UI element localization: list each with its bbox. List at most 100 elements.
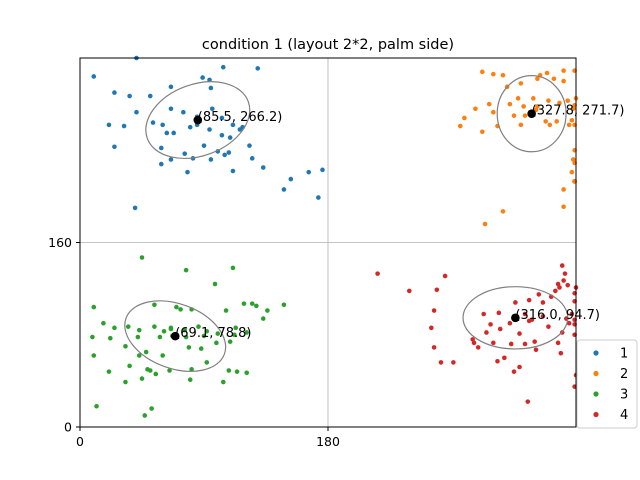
data-point <box>320 167 325 173</box>
data-point <box>207 127 212 132</box>
cluster-ellipse-3 <box>124 300 227 372</box>
data-point <box>152 324 157 329</box>
data-point <box>561 78 566 84</box>
data-point <box>164 130 170 136</box>
data-point <box>168 106 174 112</box>
data-point <box>442 273 448 279</box>
data-point <box>540 314 546 319</box>
data-point <box>513 300 518 305</box>
data-point <box>475 345 481 350</box>
data-point <box>536 292 542 297</box>
data-point <box>486 101 492 107</box>
data-point <box>232 332 237 338</box>
data-point <box>480 69 485 75</box>
data-point <box>434 287 440 293</box>
data-point <box>558 350 564 356</box>
data-point <box>168 157 174 162</box>
data-point <box>219 115 225 121</box>
data-point <box>106 369 112 374</box>
data-point <box>171 130 176 136</box>
data-point <box>546 324 551 329</box>
data-point <box>260 316 266 321</box>
data-point <box>507 101 513 107</box>
data-point <box>168 84 174 90</box>
cluster-ellipse-1 <box>145 81 251 159</box>
legend-marker-2 <box>593 370 599 377</box>
data-point <box>288 176 294 182</box>
data-point <box>233 325 238 331</box>
data-point <box>174 304 179 310</box>
data-point <box>208 85 214 91</box>
series-1 <box>91 55 325 211</box>
data-point <box>153 371 159 377</box>
data-point <box>306 169 312 175</box>
data-point <box>562 271 568 276</box>
data-point <box>112 90 117 95</box>
data-point <box>508 341 514 347</box>
data-point <box>212 281 218 287</box>
legend: 1 2 3 4 <box>576 339 638 429</box>
data-point <box>112 325 117 331</box>
legend-label-2: 2 <box>620 367 628 382</box>
data-point <box>226 368 232 373</box>
data-point <box>553 288 558 294</box>
data-point <box>234 369 240 374</box>
data-point <box>186 345 192 350</box>
data-point <box>222 152 227 158</box>
data-point <box>497 326 503 332</box>
centroid-markers: (85.5, 266.2) (327.8, 271.7) (69.1, 78.8) (… <box>170 104 625 341</box>
legend-label-1: 1 <box>620 347 628 362</box>
data-point <box>488 322 493 327</box>
data-point <box>145 367 150 372</box>
data-point <box>570 106 576 112</box>
legend-label-3: 3 <box>620 388 628 403</box>
cluster-ellipse-4 <box>462 286 569 350</box>
data-point <box>555 340 561 346</box>
data-point <box>204 328 210 334</box>
y-tick-label: 0 <box>64 420 72 435</box>
data-point <box>182 327 188 333</box>
data-point <box>227 339 233 344</box>
data-point <box>551 76 557 82</box>
data-point <box>570 157 576 162</box>
data-point <box>125 324 131 329</box>
data-point <box>200 75 205 80</box>
data-point <box>201 143 207 148</box>
data-point <box>457 123 463 129</box>
data-point <box>543 119 548 124</box>
data-point <box>91 353 97 358</box>
data-point <box>518 122 524 128</box>
data-point <box>147 93 153 99</box>
data-point <box>150 120 156 125</box>
centroid-label-2: (327.8, 271.7) <box>532 104 625 119</box>
data-point <box>223 308 229 313</box>
data-point <box>535 76 540 82</box>
data-point <box>226 150 232 155</box>
data-point <box>149 406 154 411</box>
data-point <box>517 364 522 370</box>
data-point <box>481 311 486 317</box>
data-point <box>281 302 287 308</box>
data-point <box>561 68 566 73</box>
chart-title: condition 1 (layout 2*2, palm side) <box>202 37 454 53</box>
data-point <box>561 204 566 210</box>
data-point <box>230 168 236 174</box>
data-point <box>108 335 113 341</box>
data-point <box>247 143 252 148</box>
data-point <box>529 317 535 323</box>
data-point <box>142 413 148 418</box>
data-point <box>139 255 145 260</box>
data-point <box>255 66 261 71</box>
data-point <box>209 106 215 112</box>
data-point <box>495 358 500 364</box>
data-point <box>265 308 270 313</box>
data-point <box>281 187 287 192</box>
data-point <box>132 205 138 211</box>
data-point <box>90 334 95 340</box>
data-point <box>230 265 236 271</box>
grid-lines <box>80 58 576 427</box>
data-point <box>518 81 524 86</box>
data-point <box>189 367 194 372</box>
data-point <box>569 117 575 123</box>
